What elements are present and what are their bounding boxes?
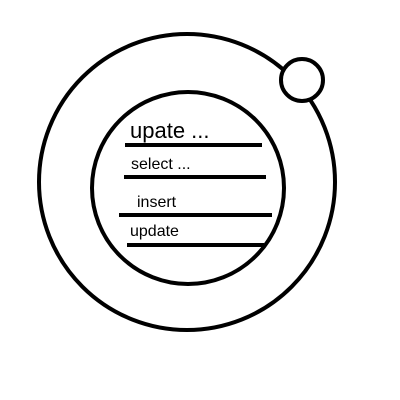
list-item-select[interactable]: select ... bbox=[131, 156, 191, 173]
list-item-update[interactable]: update bbox=[130, 223, 179, 240]
outer-circle bbox=[37, 32, 337, 332]
inner-circle bbox=[90, 90, 286, 286]
diagram-title: upate ... bbox=[130, 118, 210, 143]
list-item-insert[interactable]: insert bbox=[137, 194, 177, 211]
handle-circle[interactable] bbox=[279, 57, 325, 103]
